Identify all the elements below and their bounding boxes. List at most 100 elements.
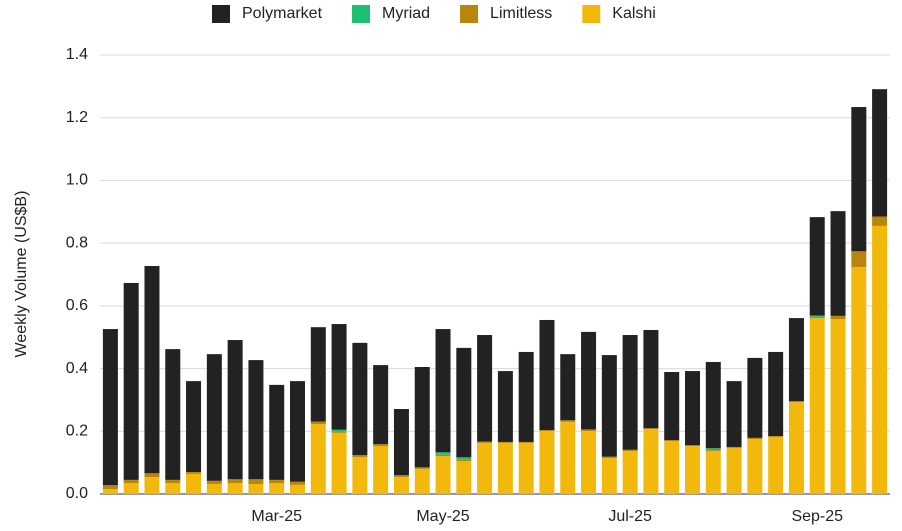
bar-segment xyxy=(373,444,389,447)
y-tick-label: 0.0 xyxy=(66,485,88,502)
bar-segment xyxy=(747,437,763,440)
bar-segment xyxy=(497,371,513,442)
bar-segment xyxy=(165,479,181,484)
bar-segment xyxy=(830,319,846,494)
bar-segment xyxy=(809,315,825,317)
bar-segment xyxy=(165,349,181,480)
bar-segment xyxy=(705,451,721,494)
bar-segment xyxy=(248,483,264,494)
bar-segment xyxy=(456,457,472,460)
bar-segment xyxy=(227,340,243,480)
bar-segment xyxy=(560,421,576,494)
bar-segment xyxy=(144,477,160,494)
bar-segment xyxy=(581,429,597,431)
y-tick-label: 1.2 xyxy=(66,109,88,126)
bar-segment xyxy=(497,442,513,494)
bar-segment xyxy=(685,446,700,494)
bar-segment xyxy=(539,430,555,494)
bar-segment xyxy=(726,381,742,447)
bar-segment xyxy=(352,455,368,457)
bar-segment xyxy=(622,451,638,494)
bar-segment xyxy=(144,266,160,474)
y-tick-label: 0.6 xyxy=(66,297,88,314)
bar-segment xyxy=(747,357,763,438)
bar-segment xyxy=(809,316,825,319)
bar-segment xyxy=(435,454,451,457)
bar-segment xyxy=(290,481,305,485)
bar-segment xyxy=(809,318,825,494)
bar-segment xyxy=(560,420,576,422)
bar-segment xyxy=(123,282,139,480)
bar-segment xyxy=(518,442,534,494)
bar-segment xyxy=(414,367,430,468)
bar-segment xyxy=(768,351,784,436)
bar-segment xyxy=(518,441,534,443)
bar-segment xyxy=(456,461,472,494)
bar-segment xyxy=(809,217,825,316)
bar-segment xyxy=(601,456,617,458)
bar-segment xyxy=(123,479,139,484)
bar-segment xyxy=(186,381,202,473)
bar-segment xyxy=(144,473,160,478)
bar-segment xyxy=(310,327,326,422)
bar-segment xyxy=(269,483,285,494)
bar-segment xyxy=(643,428,659,430)
bar-segment xyxy=(851,107,867,252)
legend-label: Kalshi xyxy=(612,5,656,22)
bar-segment xyxy=(643,429,659,494)
bar-segment xyxy=(206,480,222,484)
x-tick-label: May-25 xyxy=(416,508,469,525)
bar-segment xyxy=(186,472,202,474)
bar-segment xyxy=(352,342,368,456)
bar-segment xyxy=(497,441,513,443)
legend-swatch xyxy=(460,5,479,23)
bar-segment xyxy=(435,456,451,494)
bar-segment xyxy=(373,365,389,445)
bar-segment xyxy=(414,467,430,469)
bar-segment xyxy=(227,483,243,494)
bar-segment xyxy=(851,251,867,267)
bar-segment xyxy=(102,485,118,489)
bar-segment xyxy=(269,384,285,480)
bar-segment xyxy=(393,409,409,476)
bar-segment xyxy=(206,354,222,481)
bar-segment xyxy=(269,479,285,484)
bar-segment xyxy=(310,424,326,494)
legend-swatch xyxy=(582,5,601,23)
bar-segment xyxy=(601,457,617,494)
bar-segment xyxy=(768,435,784,437)
bar-segment xyxy=(726,446,742,448)
bar-segment xyxy=(685,371,700,446)
y-tick-label: 1.4 xyxy=(66,46,88,63)
bar-segment xyxy=(165,483,181,494)
bar-segment xyxy=(248,360,264,480)
bar-segment xyxy=(788,401,804,403)
bar-segment xyxy=(747,439,763,494)
bar-segment xyxy=(581,331,597,430)
bar-segment xyxy=(872,89,888,217)
bar-segment xyxy=(456,459,472,462)
bar-segment xyxy=(830,211,846,316)
bar-segment xyxy=(685,445,700,447)
bar-segment xyxy=(123,483,139,494)
bar-segment xyxy=(227,479,243,484)
bar-segment xyxy=(331,324,347,430)
bar-segment xyxy=(518,351,534,442)
bar-segment xyxy=(539,319,555,431)
bar-segment xyxy=(477,442,493,494)
bar-segment xyxy=(643,330,659,429)
bar-segment xyxy=(248,479,264,484)
bar-segment xyxy=(768,436,784,494)
bar-segment xyxy=(664,440,680,442)
bar-segment xyxy=(664,372,680,441)
y-axis-label: Weekly Volume (US$B) xyxy=(13,191,30,358)
bar-segment xyxy=(102,329,118,486)
bar-segment xyxy=(705,448,721,451)
bar-segment xyxy=(872,216,888,226)
bar-segment xyxy=(206,483,222,494)
bar-segment xyxy=(601,355,617,457)
legend-label: Polymarket xyxy=(242,5,323,22)
bar-segment xyxy=(830,315,846,320)
bar-segment xyxy=(331,432,347,494)
